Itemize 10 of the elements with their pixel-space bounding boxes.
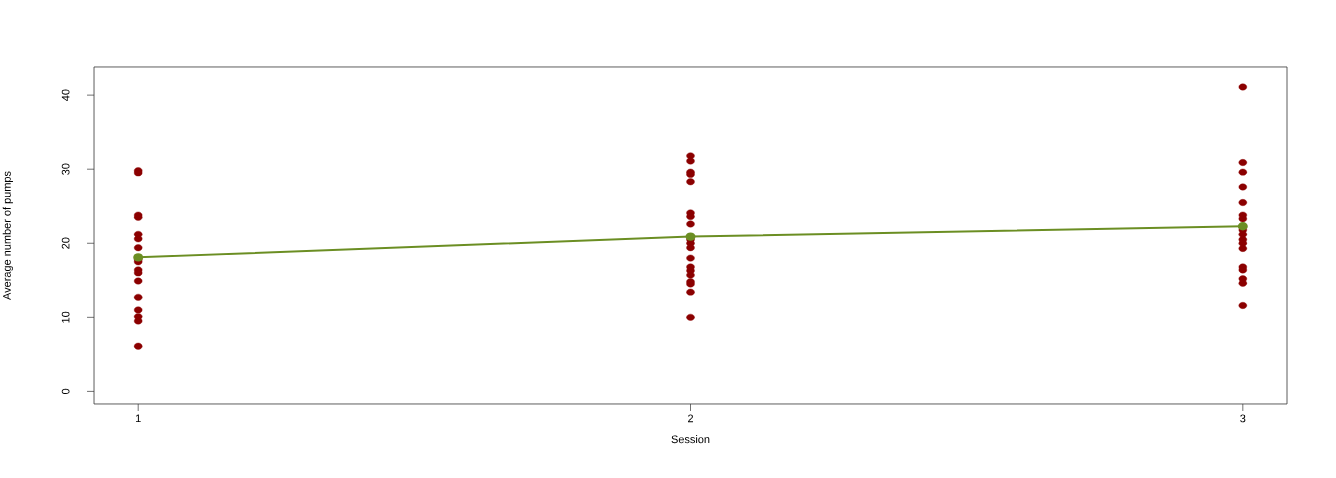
y-tick-label: 0: [61, 388, 70, 395]
x-tick-label: 2: [688, 414, 694, 423]
y-tick-label: 20: [61, 237, 70, 249]
y-tick-label: 10: [61, 311, 70, 323]
x-tick-label: 3: [1240, 414, 1246, 423]
x-tick-label: 1: [135, 414, 141, 423]
x-axis-title: Session: [671, 435, 710, 444]
y-tick-label: 30: [61, 163, 70, 175]
y-tick-label: 40: [61, 89, 70, 101]
y-axis-title: Average number of pumps: [2, 171, 13, 300]
